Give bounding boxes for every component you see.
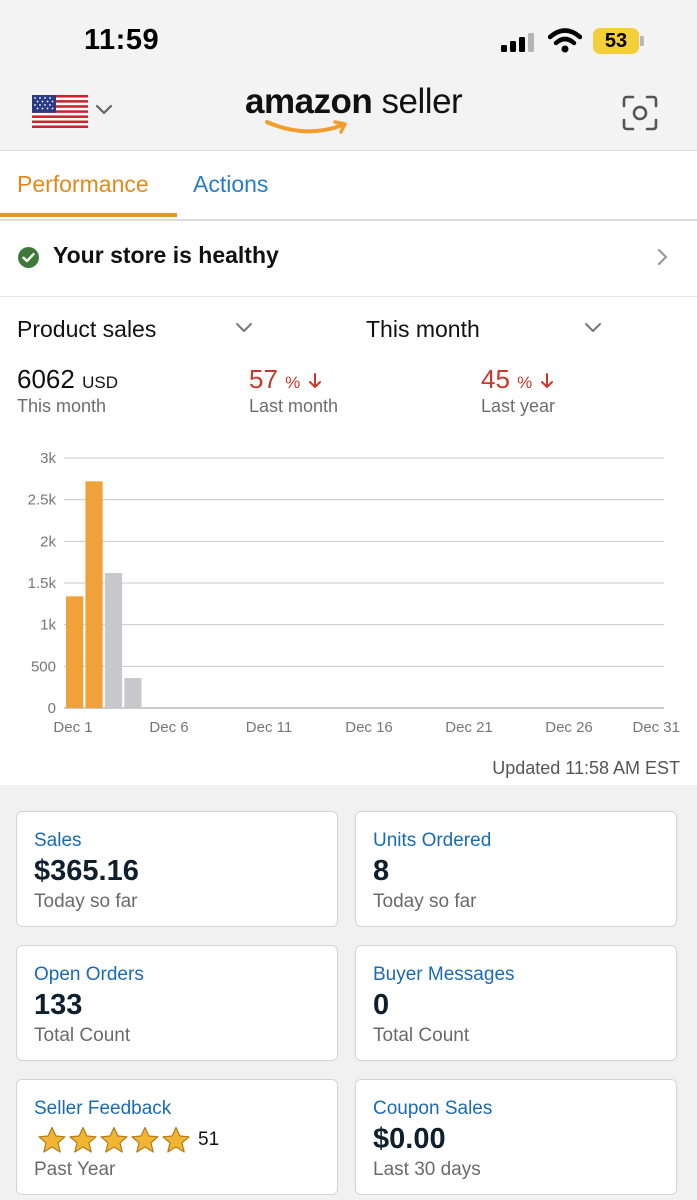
chart-bar xyxy=(104,573,123,708)
top-header: 11:59 53 amazon xyxy=(0,0,697,150)
card-subtitle: Last 30 days xyxy=(373,1159,481,1180)
current-sales-unit: USD xyxy=(82,373,118,392)
sales-card[interactable]: Sales $365.16 Today so far xyxy=(16,811,338,927)
store-health-text: Your store is healthy xyxy=(53,242,279,268)
y-tick-label: 1k xyxy=(40,617,56,634)
card-subtitle: Total Count xyxy=(373,1025,470,1046)
card-value: $0.00 xyxy=(373,1123,446,1155)
current-sales-label: This month xyxy=(17,396,107,416)
card-subtitle: Past Year xyxy=(34,1159,116,1180)
updated-timestamp: Updated 11:58 AM EST xyxy=(492,758,680,778)
x-tick-label: Dec 6 xyxy=(149,719,188,736)
y-tick-label: 2.5k xyxy=(28,492,57,509)
active-tab-indicator xyxy=(0,213,177,217)
metric-chevron-down-icon[interactable] xyxy=(235,322,253,334)
open-orders-card[interactable]: Open Orders 133 Total Count xyxy=(16,945,338,1061)
us-flag-icon[interactable] xyxy=(32,95,88,128)
sales-bar-chart: 0 500 1k 1.5k 2k 2.5k 3k Dec 1 Dec 6 Dec 11 Dec 16… xyxy=(28,450,680,736)
card-title: Units Ordered xyxy=(373,830,492,851)
card-title: Sales xyxy=(34,830,82,851)
star-icon xyxy=(131,1126,159,1153)
status-time: 11:59 xyxy=(84,24,160,56)
last-month-change-number: 57 xyxy=(249,364,278,394)
y-tick-label: 3k xyxy=(40,450,56,467)
star-rating: 51 xyxy=(37,1125,219,1155)
buyer-messages-card[interactable]: Buyer Messages 0 Total Count xyxy=(355,945,677,1061)
x-tick-label: Dec 21 xyxy=(445,719,493,736)
coupon-sales-card[interactable]: Coupon Sales $0.00 Last 30 days xyxy=(355,1079,677,1195)
card-value: 8 xyxy=(373,855,390,887)
cellular-signal-icon xyxy=(501,33,534,52)
metric-selector[interactable]: Product sales xyxy=(17,316,157,342)
x-tick-label: Dec 11 xyxy=(246,719,292,736)
chevron-right-icon xyxy=(657,248,668,266)
units-ordered-card[interactable]: Units Ordered 8 Today so far xyxy=(355,811,677,927)
seller-feedback-card[interactable]: Seller Feedback 51 Past Year xyxy=(16,1079,338,1195)
card-value: 133 xyxy=(34,989,83,1021)
star-icon xyxy=(38,1126,66,1153)
battery-cap xyxy=(640,36,644,46)
y-tick-label: 500 xyxy=(31,658,56,675)
star-icon xyxy=(162,1126,190,1153)
x-tick-label: Dec 1 xyxy=(53,719,92,736)
period-selector[interactable]: This month xyxy=(366,316,480,342)
y-tick-label: 0 xyxy=(48,700,56,717)
y-tick-label: 2k xyxy=(40,533,56,550)
card-subtitle: Today so far xyxy=(373,891,477,912)
marketplace-chevron-down-icon[interactable] xyxy=(95,104,113,116)
tab-performance[interactable]: Performance xyxy=(17,171,149,197)
card-title: Seller Feedback xyxy=(34,1098,172,1119)
check-circle-icon xyxy=(18,247,39,268)
card-title: Open Orders xyxy=(34,964,144,985)
x-tick-label: Dec 26 xyxy=(545,719,593,736)
last-year-label: Last year xyxy=(481,396,556,416)
wifi-icon xyxy=(548,28,582,53)
store-health-row[interactable]: Your store is healthy xyxy=(0,220,697,297)
card-subtitle: Total Count xyxy=(34,1025,131,1046)
rating-count: 51 xyxy=(198,1129,220,1150)
current-sales-number: 6062 xyxy=(17,364,75,394)
card-value: $365.16 xyxy=(34,855,139,887)
tab-actions[interactable]: Actions xyxy=(193,171,269,197)
star-icon xyxy=(69,1126,97,1153)
brand-bold: amazon xyxy=(245,82,373,121)
period-chevron-down-icon[interactable] xyxy=(584,322,602,334)
x-tick-label: Dec 16 xyxy=(345,719,393,736)
arrow-down-icon xyxy=(540,373,553,389)
tab-bar: Performance Actions xyxy=(0,150,697,221)
last-month-change-unit: % xyxy=(285,373,301,392)
card-title: Coupon Sales xyxy=(373,1098,493,1119)
chart-bar xyxy=(66,596,84,708)
card-title: Buyer Messages xyxy=(373,964,515,985)
x-tick-label: Dec 31 xyxy=(632,719,680,736)
battery-indicator: 53 xyxy=(593,28,639,54)
star-icon xyxy=(100,1126,128,1153)
amazon-smile-logo-icon xyxy=(265,120,347,134)
brand-light: seller xyxy=(381,82,463,121)
chart-bar xyxy=(124,678,142,708)
last-year-change: 45 % xyxy=(481,364,554,395)
current-sales-value: 6062 USD xyxy=(17,364,118,395)
card-value: 0 xyxy=(373,989,390,1021)
amazon-seller-logo: amazon seller xyxy=(245,82,465,142)
arrow-down-icon xyxy=(308,373,321,389)
last-month-change: 57 % xyxy=(249,364,322,395)
chart-bar xyxy=(85,481,103,708)
scan-icon[interactable] xyxy=(622,95,658,131)
last-year-change-number: 45 xyxy=(481,364,510,394)
y-tick-label: 1.5k xyxy=(28,575,57,592)
card-subtitle: Today so far xyxy=(34,891,138,912)
last-month-label: Last month xyxy=(249,396,339,416)
last-year-change-unit: % xyxy=(517,373,533,392)
